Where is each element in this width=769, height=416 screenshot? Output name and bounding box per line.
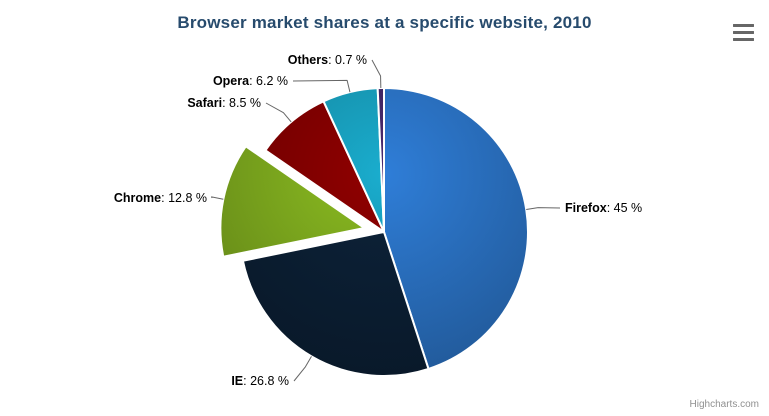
pie-slice-ie[interactable] (241, 231, 430, 377)
pie-slice-firefox[interactable] (383, 87, 529, 370)
label-connector-opera (292, 79, 351, 93)
pie-slice-chrome[interactable] (219, 145, 366, 258)
label-connector-chrome (211, 196, 224, 200)
label-connector-safari (265, 102, 292, 123)
label-connector-firefox (526, 207, 561, 210)
label-connector-others (371, 59, 382, 89)
slice-label-others: Others: 0.7 % (288, 53, 367, 67)
slice-label-safari: Safari: 8.5 % (187, 96, 261, 110)
context-menu-button[interactable] (731, 22, 756, 43)
credits-link[interactable]: Highcharts.com (689, 399, 759, 410)
chart-title: Browser market shares at a specific webs… (177, 13, 592, 32)
slice-label-ie: IE: 26.8 % (231, 374, 289, 388)
label-connector-ie (293, 356, 312, 382)
slice-label-chrome: Chrome: 12.8 % (114, 191, 207, 205)
slice-label-firefox: Firefox: 45 % (565, 201, 642, 215)
slice-label-opera: Opera: 6.2 % (213, 74, 288, 88)
hamburger-icon (733, 24, 754, 41)
pie-slice-others[interactable] (376, 87, 385, 233)
